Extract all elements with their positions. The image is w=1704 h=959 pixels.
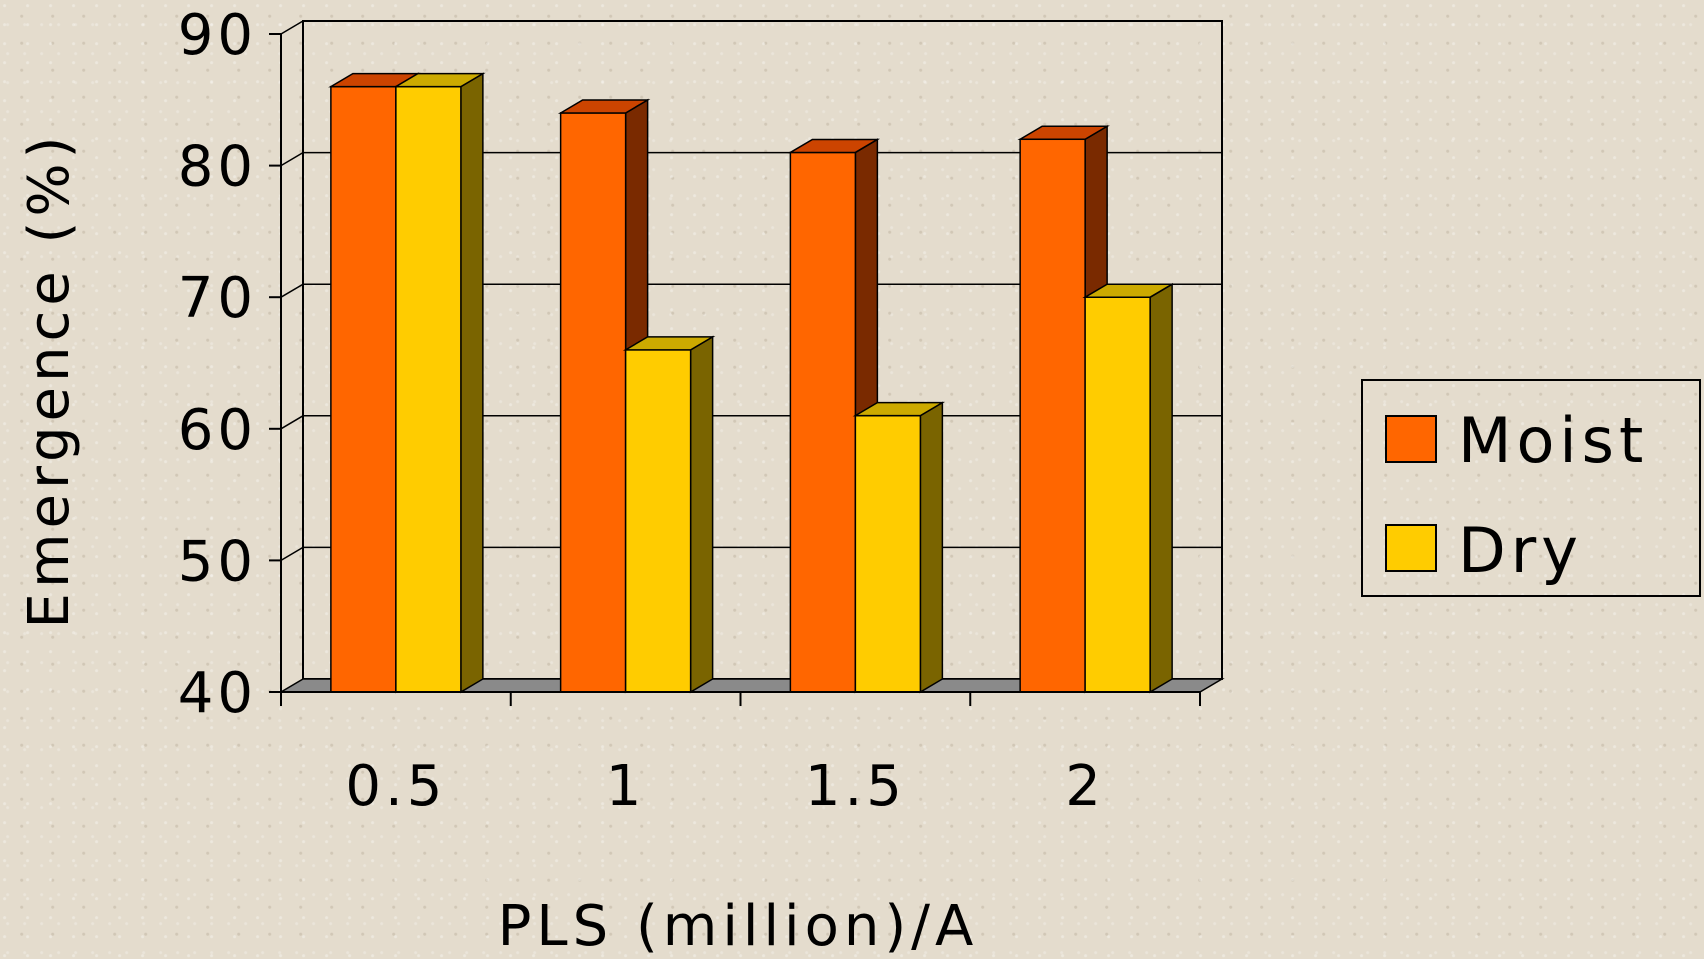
legend-label-dry: Dry <box>1458 514 1583 587</box>
legend-swatch-dry <box>1385 524 1437 572</box>
bar-top <box>852 401 946 417</box>
bar-top <box>1017 125 1110 141</box>
y-tick-label: 50 <box>178 529 257 594</box>
bar-top <box>557 99 651 114</box>
bar-side <box>1149 282 1173 694</box>
legend: Moist Dry <box>1361 379 1701 597</box>
bar-front <box>854 414 922 693</box>
bar-side <box>689 335 714 694</box>
x-tick-label: 2 <box>1065 754 1105 819</box>
bar-moist-1 <box>557 98 651 694</box>
y-tick-label: 90 <box>178 3 257 68</box>
legend-swatch-moist <box>1385 415 1437 463</box>
legend-label-moist: Moist <box>1458 404 1648 477</box>
gridline <box>280 20 1222 35</box>
bar-front <box>395 85 462 693</box>
bar-top <box>393 72 486 88</box>
y-tick-label: 60 <box>178 398 257 463</box>
x-tick-label: 0.5 <box>345 754 446 819</box>
bar-front <box>1084 296 1151 693</box>
bar-front <box>559 112 627 693</box>
bar-side <box>919 401 944 694</box>
y-tick-label: 40 <box>178 661 257 726</box>
x-tick-label: 1 <box>606 754 646 819</box>
bar-front <box>1019 138 1086 693</box>
bar-top <box>622 336 716 351</box>
bar-front <box>330 85 397 693</box>
y-tick-label: 80 <box>178 135 257 200</box>
x-tick-labels: 0.5 1 1.5 2 <box>345 754 1105 819</box>
bar-side <box>460 72 484 694</box>
bar-front <box>789 151 857 693</box>
x-axis-title: PLS (million)/A <box>498 894 979 959</box>
x-tick-label: 1.5 <box>805 754 906 819</box>
axes <box>269 21 1201 706</box>
legend-box <box>1361 379 1701 597</box>
y-tick-labels: 40 50 60 70 80 90 <box>178 3 257 726</box>
bar-dry-1.5 <box>852 401 946 694</box>
bar-dry-2 <box>1082 282 1175 694</box>
bars <box>328 72 1175 694</box>
y-tick-label: 70 <box>178 266 257 331</box>
y-axis-title: Emergence (%) <box>17 132 82 629</box>
bar-top <box>1082 283 1175 298</box>
bar-top <box>787 138 881 154</box>
bar-front <box>624 349 692 693</box>
bar-dry-1 <box>622 335 716 694</box>
bar-dry-0.5 <box>393 72 486 694</box>
